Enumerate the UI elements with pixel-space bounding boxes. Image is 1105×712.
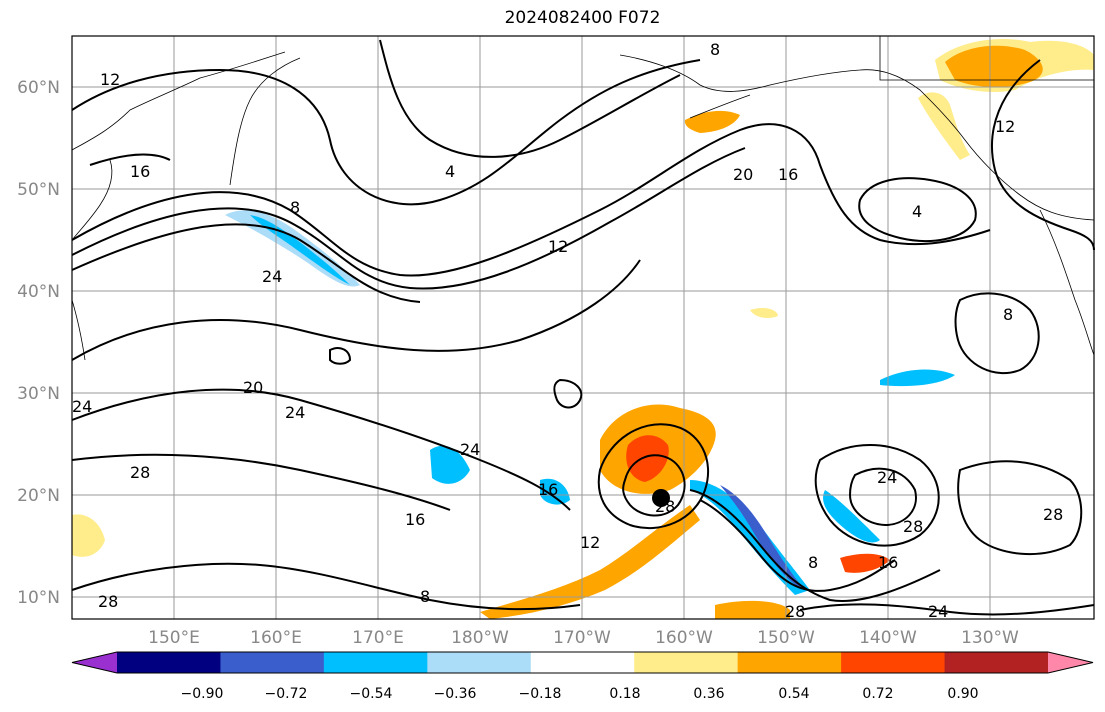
warm-shade-south <box>715 600 790 619</box>
warm-shade-alaska <box>684 110 740 133</box>
warm-shade-bc <box>918 92 970 160</box>
cool-shade-east <box>823 490 880 543</box>
colorbar-tick-label: −0.36 <box>434 686 477 702</box>
contour-label: 16 <box>778 165 798 184</box>
storm-center-marker <box>652 489 670 507</box>
contour-label: 28 <box>903 517 923 536</box>
contour-label: 16 <box>538 480 558 499</box>
cool-shade-east2 <box>880 369 955 387</box>
contour-label: 8 <box>420 587 430 606</box>
contour-label: 8 <box>710 40 720 59</box>
lon-label: 140°W <box>859 628 917 648</box>
warm-shade-east2 <box>750 307 778 318</box>
contour-label: 28 <box>130 463 150 482</box>
contour-label: 12 <box>548 237 568 256</box>
colorbar-tick-label: 0.54 <box>778 686 809 702</box>
colorbar-ticks: −0.90 −0.72 −0.54 −0.36 −0.18 0.18 0.36 … <box>181 686 979 702</box>
contour-label: 8 <box>1003 305 1013 324</box>
lat-label: 20°N <box>17 486 60 506</box>
contour-label: 16 <box>130 162 150 181</box>
contour-label: 8 <box>290 198 300 217</box>
colorbar-tick-label: 0.72 <box>862 686 893 702</box>
map-area <box>72 36 1094 619</box>
map-title: 2024082400 F072 <box>504 8 661 28</box>
coastlines <box>71 36 1095 361</box>
contour-label: 8 <box>808 553 818 572</box>
lon-label: 160°W <box>655 628 713 648</box>
colorbar-tick-label: −0.90 <box>181 686 224 702</box>
contour-label: 24 <box>72 397 92 416</box>
colorbar-tick-label: 0.18 <box>609 686 640 702</box>
contour-label: 28 <box>785 602 805 621</box>
colorbar-segment <box>117 652 221 673</box>
warm-shade-westcoast <box>72 514 105 557</box>
contour-label: 16 <box>405 510 425 529</box>
cool-shade-aleutian-inner <box>250 215 350 285</box>
contour-label: 20 <box>733 165 753 184</box>
warm-shade-east <box>840 553 890 573</box>
lon-label: 170°W <box>553 628 611 648</box>
lat-label: 30°N <box>17 384 60 404</box>
colorbar-tick-label: −0.54 <box>350 686 393 702</box>
contour-label: 28 <box>1043 505 1063 524</box>
lon-label: 160°E <box>250 628 302 648</box>
colorbar-segment <box>323 652 428 673</box>
colorbar-segment <box>944 652 1049 673</box>
lon-label: 150°E <box>148 628 200 648</box>
colorbar-tick-label: −0.18 <box>519 686 562 702</box>
colorbar <box>71 651 1094 674</box>
lat-label: 60°N <box>17 78 60 98</box>
contour-label: 24 <box>877 468 897 487</box>
cool-shade-band-deep <box>720 485 805 590</box>
colorbar-extend-high <box>1048 652 1093 673</box>
colorbar-extend-low <box>72 652 117 673</box>
colorbar-tick-label: 0.36 <box>693 686 724 702</box>
colorbar-tick-label: −0.72 <box>265 686 308 702</box>
contour-label: 12 <box>995 117 1015 136</box>
colorbar-segment <box>427 652 532 673</box>
contour-label: 20 <box>243 378 263 397</box>
colorbar-segment <box>737 652 842 673</box>
contour-lines <box>71 39 1095 616</box>
shaded-fields <box>72 39 1094 619</box>
lat-label: 40°N <box>17 282 60 302</box>
map-frame <box>71 35 1095 620</box>
colorbar-tick-label: 0.90 <box>947 686 978 702</box>
lon-label: 130°W <box>961 628 1019 648</box>
lon-label: 150°W <box>757 628 815 648</box>
colorbar-segment <box>841 652 946 673</box>
contour-label: 24 <box>285 403 305 422</box>
lon-label: 180°W <box>451 628 509 648</box>
gridlines <box>72 36 1094 619</box>
colorbar-outline <box>71 651 1094 674</box>
contour-label: 24 <box>460 440 480 459</box>
contour-label: 24 <box>928 602 948 621</box>
red-shade-central <box>626 435 669 482</box>
contour-label: 24 <box>262 267 282 286</box>
contour-label: 28 <box>655 497 675 516</box>
colorbar-segment <box>530 652 635 673</box>
contour-label: 4 <box>912 202 922 221</box>
colorbar-segment <box>220 652 325 673</box>
longitude-labels: 150°E 160°E 170°E 180°W 170°W 160°W 150°… <box>148 628 1019 648</box>
contour-label-group: 16 8 4 24 8 12 20 16 4 12 8 20 24 24 28 … <box>72 40 1063 621</box>
lat-label: 10°N <box>17 588 60 608</box>
orange-shade-north <box>945 45 1043 88</box>
cool-shade-west <box>430 445 470 484</box>
latitude-labels: 60°N 50°N 40°N 30°N 20°N 10°N <box>17 78 60 608</box>
contour-label: 12 <box>100 70 120 89</box>
lat-label: 50°N <box>17 180 60 200</box>
warm-shade-band <box>480 505 700 619</box>
contour-label: 12 <box>580 533 600 552</box>
cool-shade-west2 <box>540 478 570 505</box>
colorbar-segment <box>634 652 739 673</box>
lon-label: 170°E <box>352 628 404 648</box>
contour-label: 16 <box>878 553 898 572</box>
contour-label: 4 <box>445 162 455 181</box>
contour-label: 28 <box>98 592 118 611</box>
